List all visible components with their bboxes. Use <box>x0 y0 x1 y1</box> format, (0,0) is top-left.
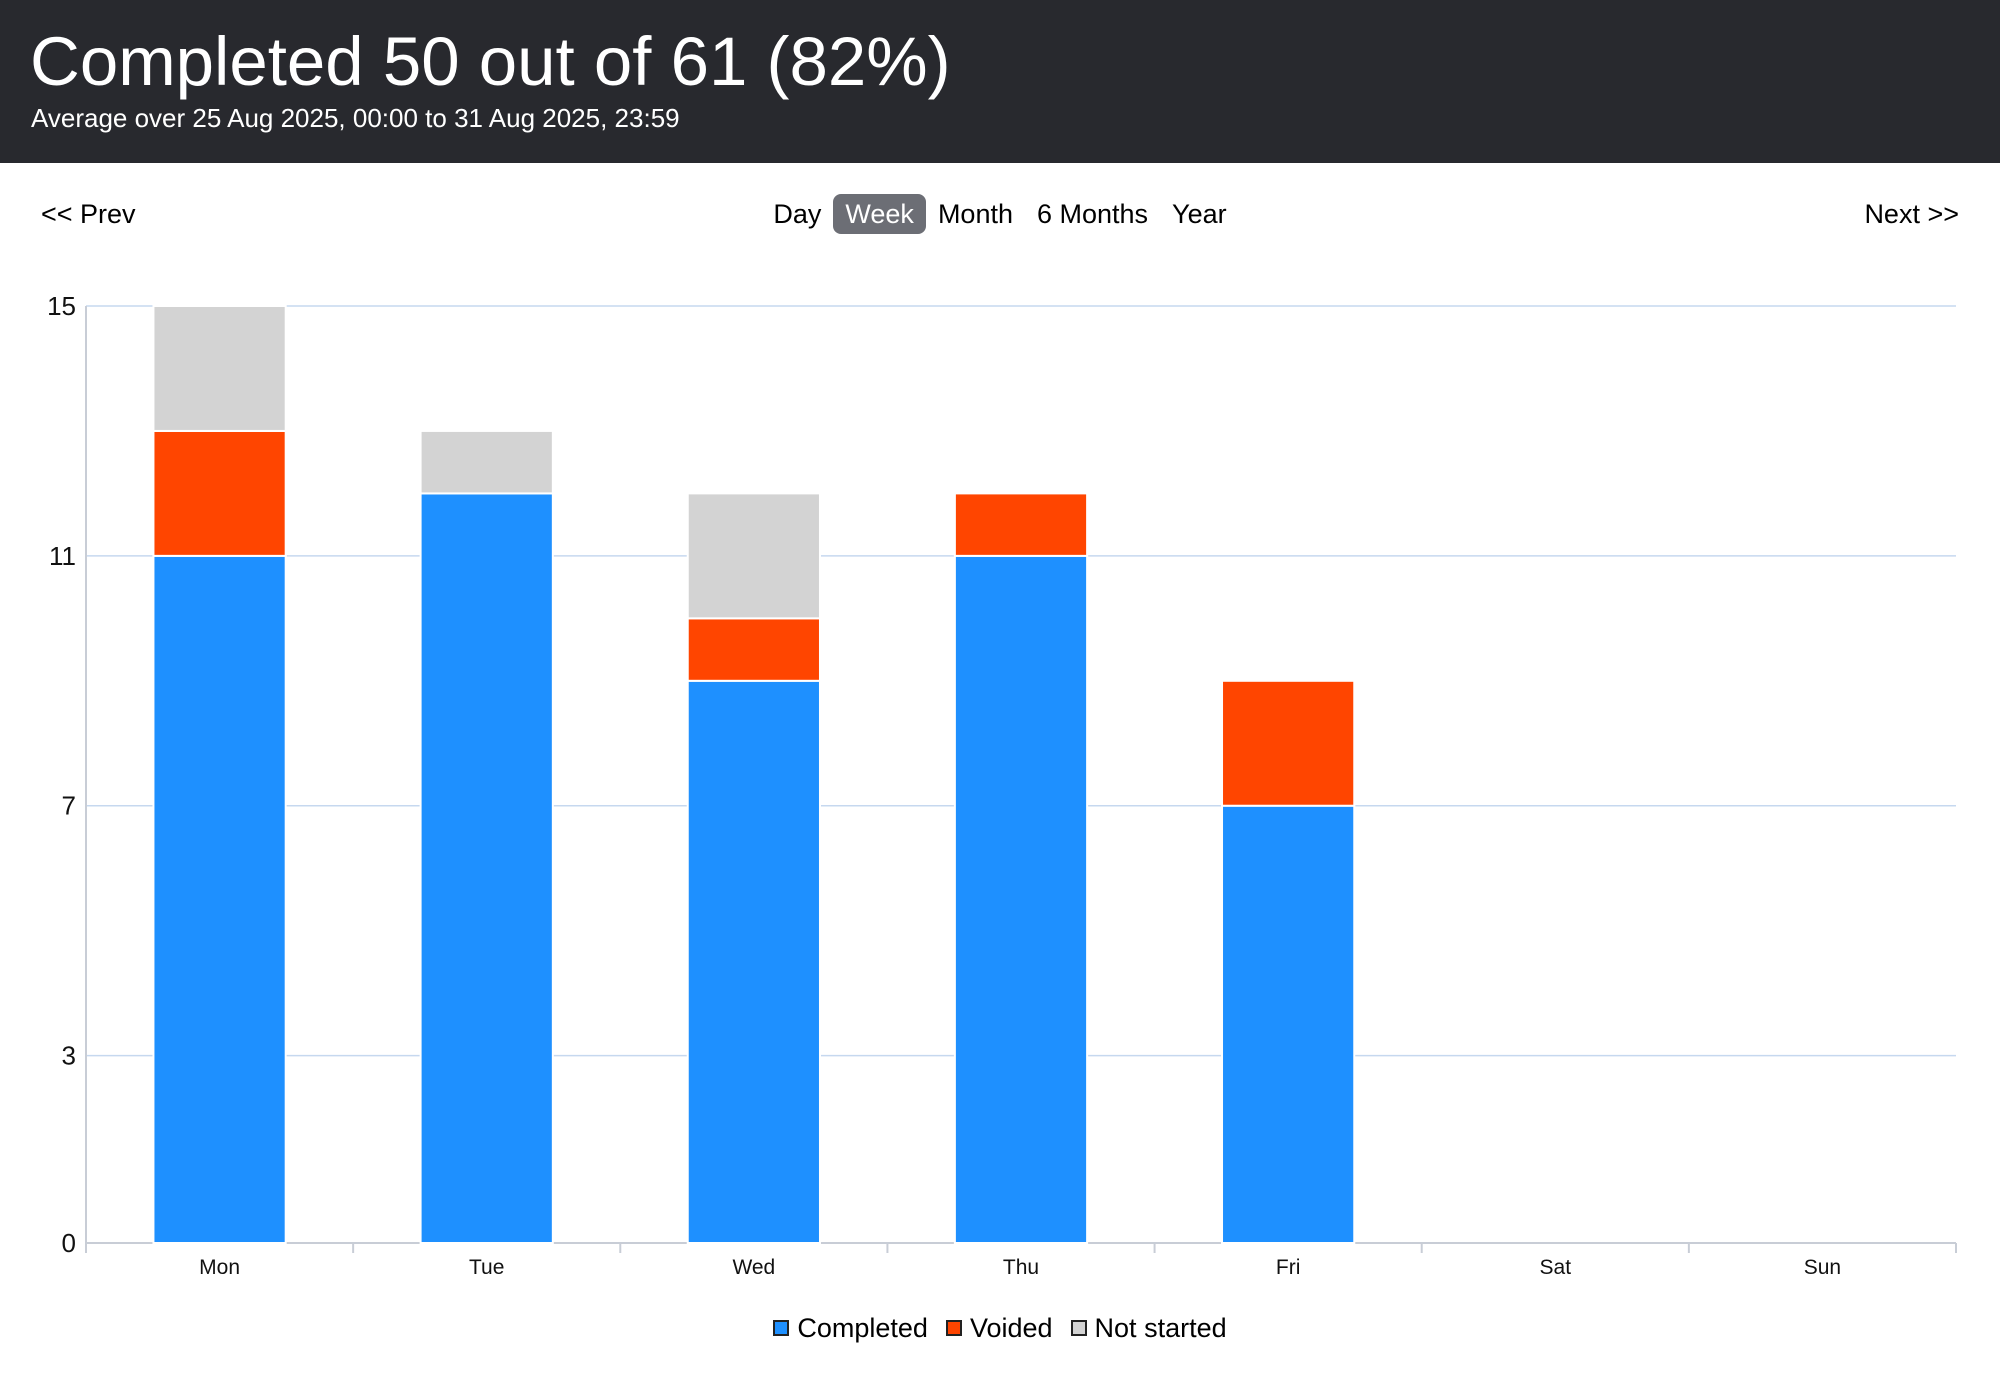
y-tick-label: 0 <box>62 1228 76 1258</box>
legend-label-voided: Voided <box>969 1312 1053 1343</box>
legend-swatch-completed <box>773 1320 790 1336</box>
period-week[interactable]: Week <box>833 194 926 234</box>
x-tick-label: Tue <box>469 1256 504 1279</box>
prev-link[interactable]: << Prev <box>41 199 136 229</box>
y-tick-label: 7 <box>62 791 76 821</box>
bar-completed-fri[interactable] <box>1221 804 1356 1244</box>
stacked-bar-chart: 0 3 7 11 15 Mon Tue Wed Thu Fri Sat Sun <box>47 291 1957 1279</box>
period-6-months[interactable]: 6 Months <box>1036 199 1149 229</box>
period-day[interactable]: Day <box>773 199 822 229</box>
bar-voided-mon[interactable] <box>152 429 287 557</box>
x-tick-label: Wed <box>732 1256 775 1279</box>
bar-not-started-mon[interactable] <box>152 305 287 432</box>
bar-completed-mon[interactable] <box>152 554 287 1245</box>
x-tick-label: Thu <box>1003 1256 1039 1279</box>
legend-item-not-started[interactable]: Not started <box>1070 1312 1227 1344</box>
chart-legend: Completed Voided Not started <box>0 1310 2000 1346</box>
bar-completed-tue[interactable] <box>419 492 554 1244</box>
bar-voided-wed[interactable] <box>686 617 821 682</box>
bar-not-started-wed[interactable] <box>686 492 821 620</box>
date-range-subtitle: Average over 25 Aug 2025, 00:00 to 31 Au… <box>31 103 680 133</box>
x-tick-label: Sun <box>1804 1256 1841 1279</box>
summary-header: Completed 50 out of 61 (82%) Average ove… <box>0 0 2000 163</box>
bar-completed-wed[interactable] <box>686 679 821 1244</box>
period-year[interactable]: Year <box>1172 199 1227 229</box>
next-link[interactable]: Next >> <box>1864 199 1959 229</box>
legend-label-not-started: Not started <box>1094 1312 1227 1343</box>
bar-voided-fri[interactable] <box>1221 679 1356 807</box>
period-month[interactable]: Month <box>937 199 1013 229</box>
bar-not-started-tue[interactable] <box>419 429 554 495</box>
legend-item-completed[interactable]: Completed <box>773 1313 928 1344</box>
bar-completed-thu[interactable] <box>953 554 1089 1245</box>
legend-swatch-voided <box>945 1320 962 1336</box>
legend-swatch-not-started <box>1070 1320 1087 1336</box>
page-title: Completed 50 out of 61 (82%) <box>30 23 951 100</box>
y-tick-label: 3 <box>62 1041 76 1071</box>
bar-voided-thu[interactable] <box>953 492 1089 557</box>
y-tick-label: 11 <box>49 541 76 571</box>
y-tick-label: 15 <box>47 291 76 321</box>
period-selector: Day Week Month 6 Months Year <box>0 194 2000 234</box>
legend-label-completed: Completed <box>797 1312 928 1343</box>
x-tick-label: Fri <box>1276 1256 1301 1279</box>
x-tick-label: Mon <box>199 1256 240 1279</box>
x-tick-label: Sat <box>1540 1256 1572 1279</box>
legend-item-voided[interactable]: Voided <box>945 1312 1053 1344</box>
